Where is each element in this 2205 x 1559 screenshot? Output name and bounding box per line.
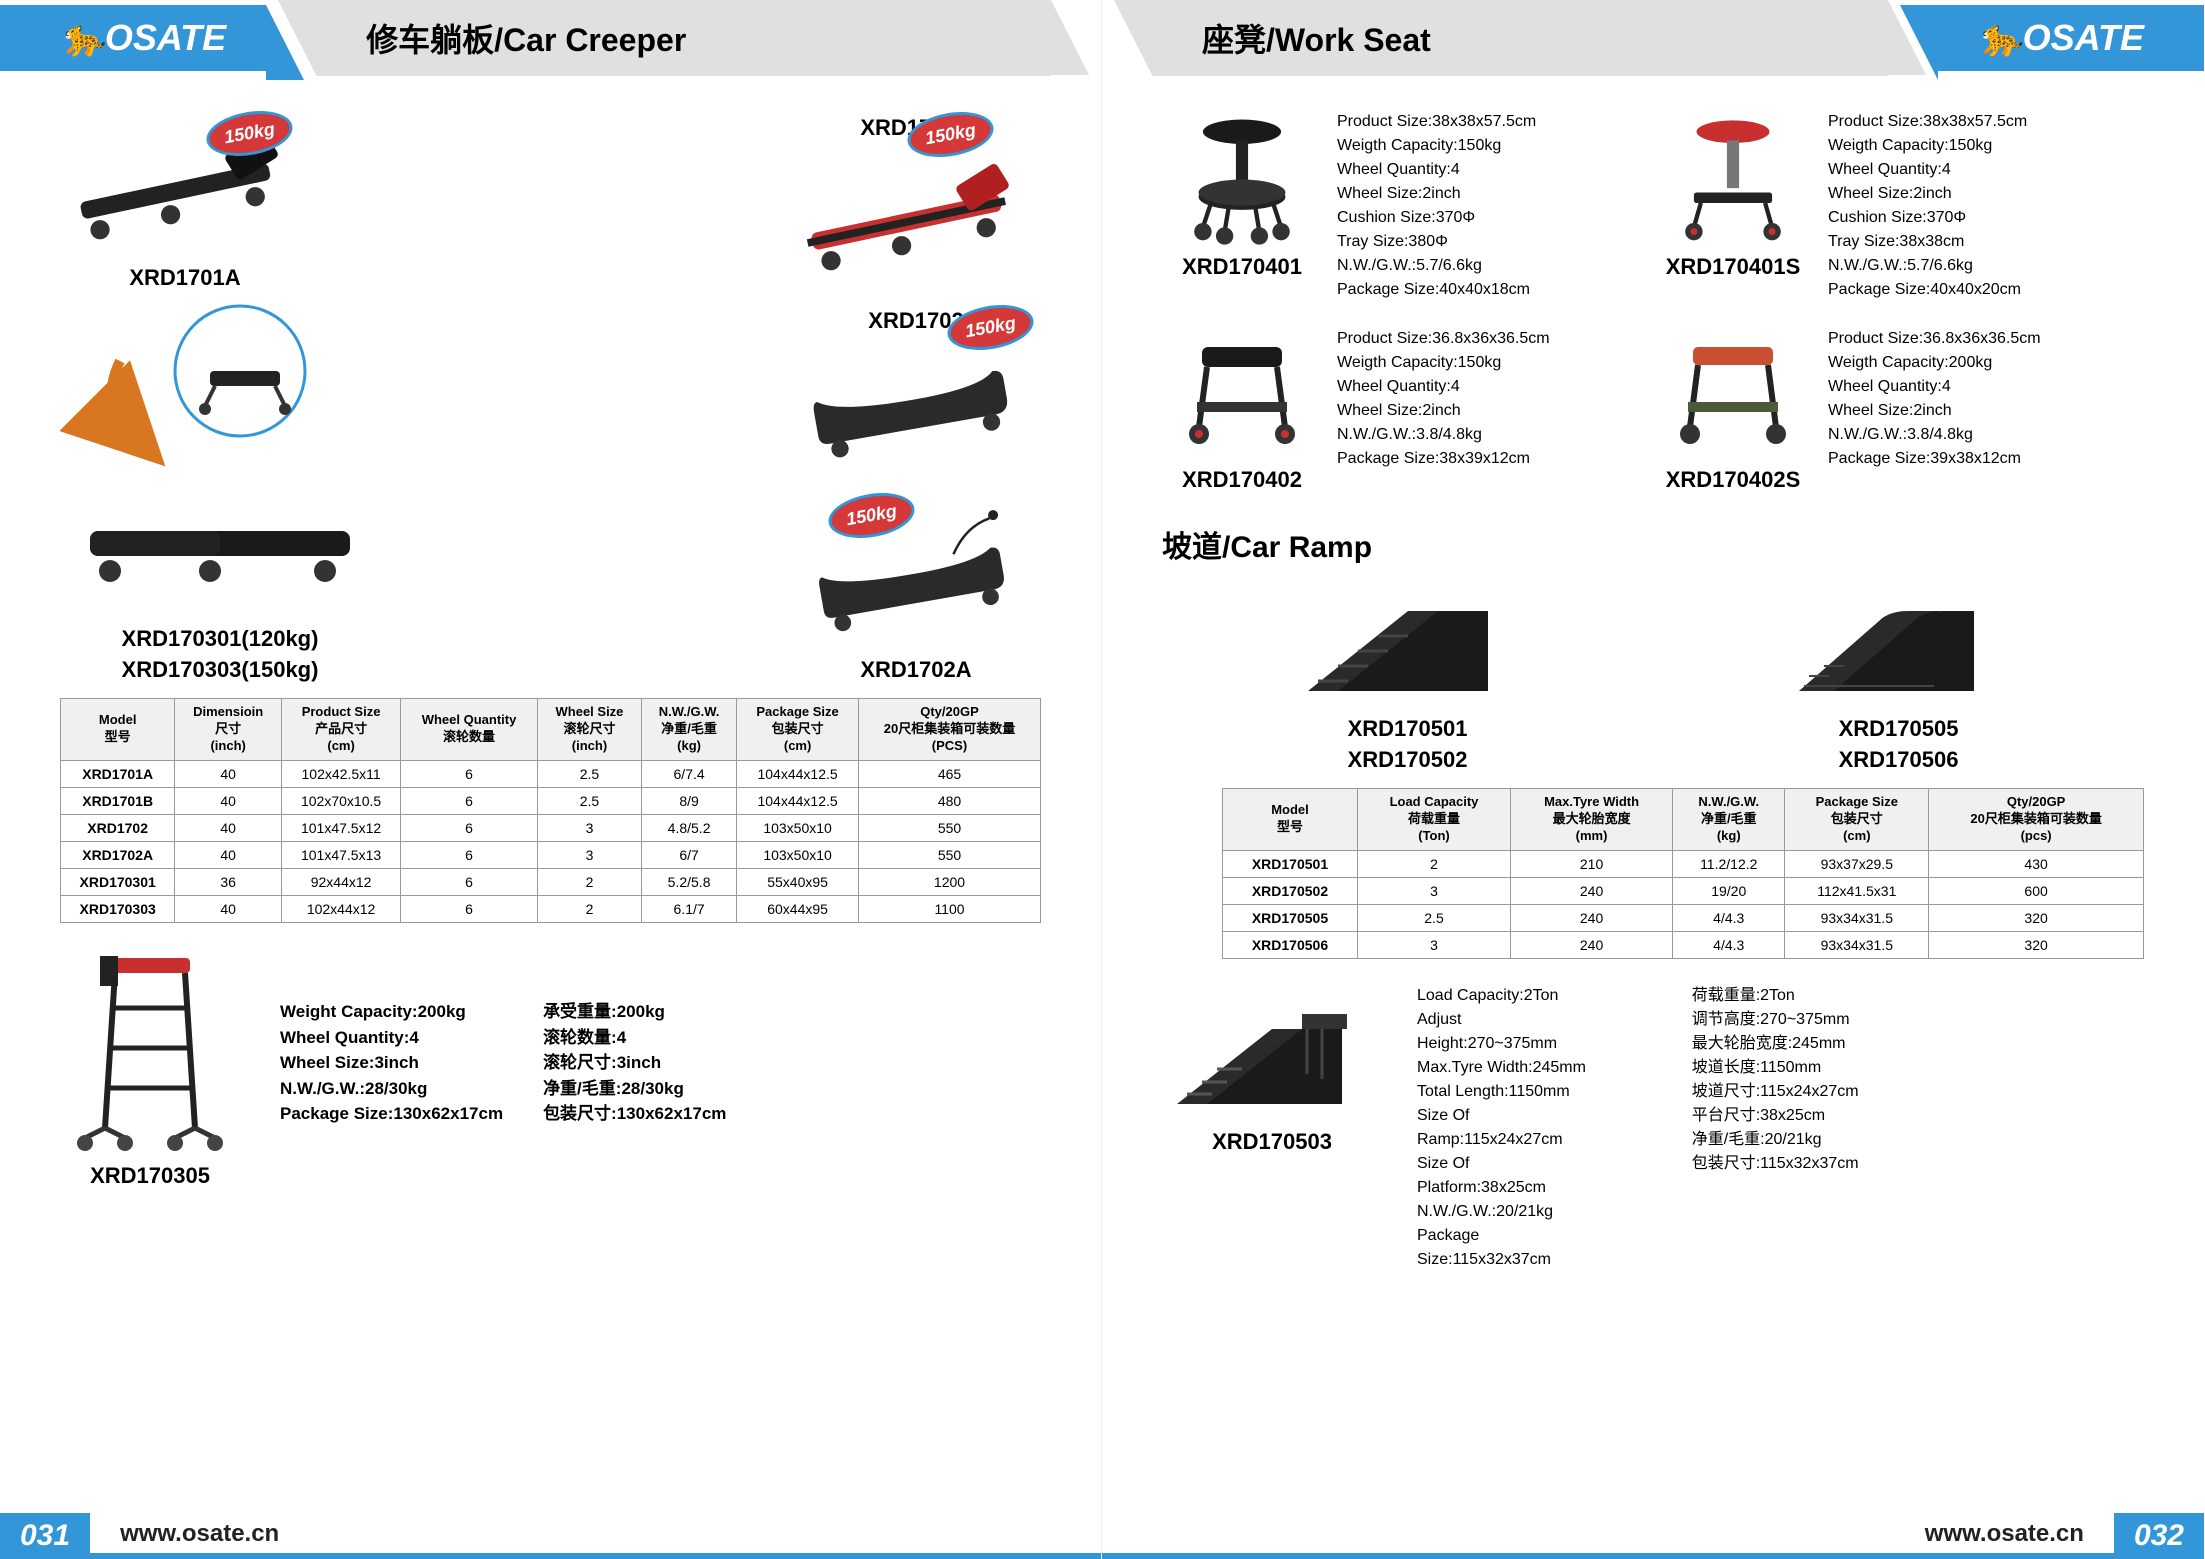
- model-label: XRD170401S: [1666, 254, 1801, 280]
- category-title: 修车躺板/Car Creeper: [316, 0, 1051, 76]
- category-title: 座凳/Work Seat: [1152, 0, 1888, 76]
- website-url: www.osate.cn: [90, 1520, 1101, 1559]
- ramp-spec-table: Model型号Load Capacity荷载重量(Ton)Max.Tyre Wi…: [1222, 788, 2144, 959]
- product-image-1702: 150kg: [791, 339, 1041, 479]
- table-row: XRD1705052.52404/4.393x34x31.5320: [1223, 904, 2144, 931]
- table-header: Model型号: [61, 699, 175, 761]
- product-image-1701a: 150kg: [60, 120, 310, 260]
- table-row: XRD17030340102x44x12626.1/760x44x951100: [61, 895, 1041, 922]
- table-row: XRD170502324019/20112x41.5x31600: [1223, 877, 2144, 904]
- page-number: 031: [0, 1513, 90, 1559]
- brand-logo: 🐆 OSATE: [1938, 5, 2204, 71]
- product-image-1701b: 150kg: [791, 151, 1041, 291]
- seat-specs: Product Size:38x38x57.5cmWeigth Capacity…: [1322, 110, 1653, 302]
- table-header: Qty/20GP20尺柜集装箱可装数量(pcs): [1929, 789, 2144, 851]
- table-header: Load Capacity荷载重量(Ton): [1357, 789, 1510, 851]
- table-row: XRD17050632404/4.393x34x31.5320: [1223, 931, 2144, 958]
- model-label: XRD170506: [1779, 747, 2019, 773]
- brand-logo: 🐆 OSATE: [0, 5, 266, 71]
- product-image-1702a: 150kg: [791, 512, 1041, 652]
- model-label: XRD1702A: [860, 657, 971, 683]
- seat-specs: Product Size:36.8x36x36.5cmWeigth Capaci…: [1813, 327, 2144, 471]
- product-image-seat2: [1658, 110, 1808, 249]
- product-image-ramp503: [1162, 974, 1382, 1124]
- table-row: XRD1703013692x44x12625.2/5.855x40x951200: [61, 868, 1041, 895]
- seat-specs: Product Size:36.8x36x36.5cmWeigth Capaci…: [1322, 327, 1653, 471]
- table-header: N.W./G.W.净重/毛重(kg): [1673, 789, 1785, 851]
- model-label: XRD170305: [90, 1163, 210, 1189]
- table-header: Dimensioin尺寸(inch): [175, 699, 282, 761]
- model-label: XRD1702: [868, 308, 963, 334]
- page-number: 032: [2114, 1513, 2204, 1559]
- website-url: www.osate.cn: [1102, 1520, 2114, 1559]
- specs-305-cn: 承受重量:200kg滚轮数量:4滚轮尺寸:3inch净重/毛重:28/30kg包…: [543, 999, 726, 1127]
- model-label: XRD170502: [1288, 747, 1528, 773]
- product-image-ramp2: [1779, 581, 2019, 711]
- table-header: Product Size产品尺寸(cm): [282, 699, 401, 761]
- brand-text: OSATE: [105, 17, 226, 59]
- model-label: XRD170501: [1288, 716, 1528, 742]
- table-header: N.W./G.W.净重/毛重(kg): [642, 699, 737, 761]
- table-row: XRD1701B40102x70x10.562.58/9104x44x12.54…: [61, 787, 1041, 814]
- table-header: Package Size包装尺寸(cm): [1785, 789, 1929, 851]
- creeper-spec-table: Model型号Dimensioin尺寸(inch)Product Size产品尺…: [60, 698, 1041, 923]
- product-image-170305: [60, 938, 240, 1158]
- page-right: 座凳/Work Seat 🐆 OSATE XRD170401 Product S…: [1102, 0, 2204, 1559]
- model-label: XRD170301(120kg): [122, 626, 319, 652]
- table-header: Qty/20GP20尺柜集装箱可装数量(PCS): [858, 699, 1040, 761]
- specs-305-en: Weight Capacity:200kgWheel Quantity:4Whe…: [280, 999, 503, 1127]
- model-label: XRD170402S: [1666, 467, 1801, 493]
- table-header: Max.Tyre Width最大轮胎宽度(mm): [1511, 789, 1673, 851]
- section-title-ramp: 坡道/Car Ramp: [1162, 522, 2144, 566]
- model-label: XRD170503: [1162, 1129, 1382, 1155]
- table-row: XRD170240101x47.5x12634.8/5.2103x50x1055…: [61, 814, 1041, 841]
- table-row: XRD170501221011.2/12.293x37x29.5430: [1223, 850, 2144, 877]
- ramp503-specs-en: Load Capacity:2TonAdjust Height:270~375m…: [1402, 984, 1617, 1272]
- model-label: XRD170505: [1779, 716, 2019, 742]
- brand-text: OSATE: [2023, 17, 2144, 59]
- product-image-170301: [60, 481, 380, 621]
- table-row: XRD1701A40102x42.5x1162.56/7.4104x44x12.…: [61, 760, 1041, 787]
- page-left: 🐆 OSATE 修车躺板/Car Creeper 150kg XRD1701A …: [0, 0, 1102, 1559]
- model-label: XRD170402: [1182, 467, 1302, 493]
- product-image-ramp1: [1288, 581, 1528, 711]
- table-header: Model型号: [1223, 789, 1358, 851]
- table-header: Wheel Quantity滚轮数量: [401, 699, 538, 761]
- model-label: XRD170303(150kg): [122, 657, 319, 683]
- table-header: Wheel Size滚轮尺寸(inch): [537, 699, 641, 761]
- product-image-seat1: [1167, 110, 1317, 249]
- model-label: XRD1701A: [129, 265, 240, 291]
- ramp503-specs-cn: 荷载重量:2Ton调节高度:270~375mm最大轮胎宽度:245mm坡道长度:…: [1677, 984, 1892, 1272]
- model-label: XRD170401: [1182, 254, 1302, 280]
- product-image-fold: [60, 301, 320, 481]
- seat-specs: Product Size:38x38x57.5cmWeigth Capacity…: [1813, 110, 2144, 302]
- table-row: XRD1702A40101x47.5x13636/7103x50x10550: [61, 841, 1041, 868]
- product-image-seat3: [1167, 332, 1317, 462]
- product-image-seat4: [1658, 332, 1808, 462]
- table-header: Package Size包装尺寸(cm): [737, 699, 859, 761]
